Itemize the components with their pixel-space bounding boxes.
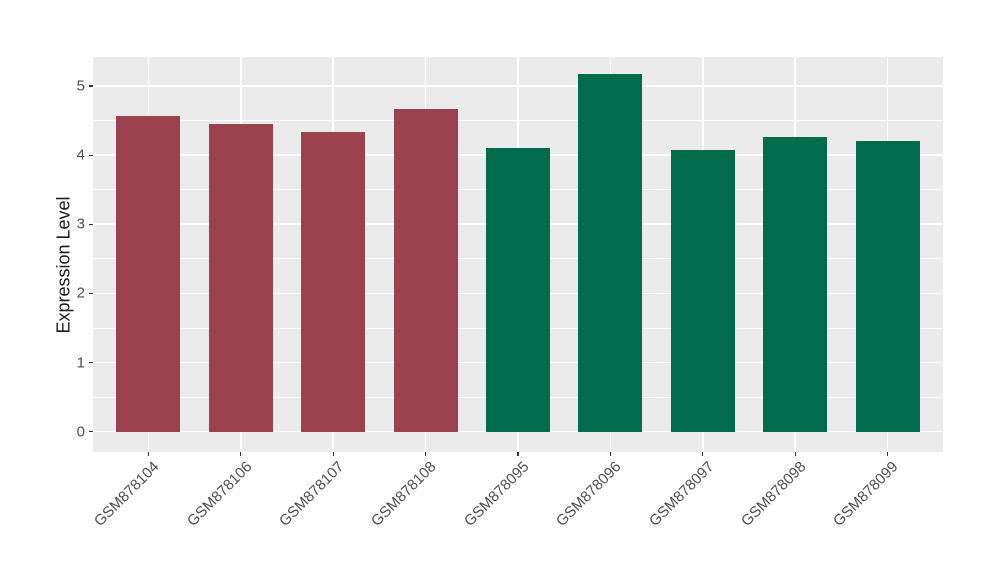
y-axis-tick xyxy=(89,85,93,87)
x-axis-tick xyxy=(517,452,519,456)
x-axis-tick xyxy=(147,452,150,456)
y-tick-label: 3 xyxy=(76,215,85,233)
y-axis-tick xyxy=(89,361,93,364)
y-axis-tick xyxy=(89,292,93,294)
x-axis-tick xyxy=(240,452,242,456)
y-axis-tick xyxy=(89,431,93,433)
x-tick-label: GSM878108 xyxy=(368,458,440,530)
x-tick-label: GSM878104 xyxy=(91,458,163,530)
bar xyxy=(116,116,181,432)
x-axis-tick xyxy=(794,452,796,456)
bar xyxy=(486,147,550,432)
y-tick-label: 4 xyxy=(76,146,85,164)
bar xyxy=(578,74,643,432)
bar xyxy=(670,150,735,432)
y-tick-label: 2 xyxy=(76,284,85,302)
bar xyxy=(208,124,273,432)
y-tick-label: 0 xyxy=(76,423,85,441)
bar xyxy=(393,108,458,432)
x-tick-label: GSM878106 xyxy=(183,458,256,530)
x-axis-tick xyxy=(609,452,611,456)
x-axis-tick xyxy=(702,452,704,456)
bar xyxy=(855,140,920,432)
plot-panel xyxy=(93,57,943,452)
x-tick-label: GSM878107 xyxy=(275,458,348,530)
x-tick-label: GSM878099 xyxy=(830,458,902,530)
x-axis-tick xyxy=(332,452,334,456)
bar xyxy=(301,132,366,432)
y-axis-tick xyxy=(89,154,93,156)
x-tick-label: GSM878095 xyxy=(460,458,533,530)
y-axis-tick xyxy=(89,223,93,225)
y-tick-label: 1 xyxy=(76,354,85,372)
x-axis-tick xyxy=(886,452,889,456)
x-tick-label: GSM878097 xyxy=(645,458,718,530)
x-tick-label: GSM878098 xyxy=(737,458,810,530)
y-tick-label: 5 xyxy=(76,77,85,95)
x-axis-tick xyxy=(425,452,427,456)
x-tick-label: GSM878096 xyxy=(553,458,625,530)
bar xyxy=(763,137,828,432)
